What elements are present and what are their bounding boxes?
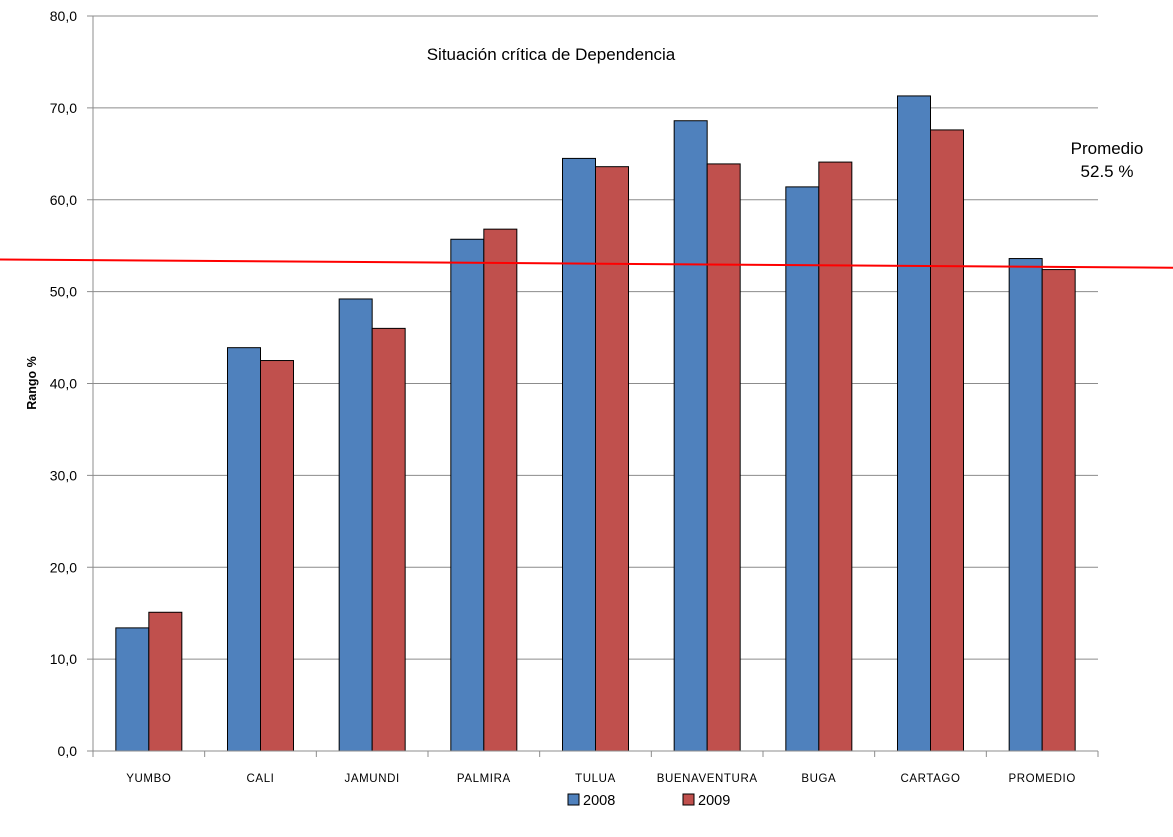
- bar-2009-cartago: [930, 129, 964, 752]
- legend-swatch-2008: [567, 793, 580, 806]
- bar-2009-cali: [260, 360, 294, 752]
- bar-2009-buenaventura: [706, 163, 741, 752]
- y-tick-label: 40,0: [50, 376, 77, 392]
- bar-2008-jamundi: [338, 298, 373, 752]
- x-category-label: CARTAGO: [900, 773, 960, 785]
- bar-2008-buenaventura: [673, 120, 708, 752]
- legend-label-2009: 2009: [698, 793, 730, 809]
- bar-2008-cartago: [897, 95, 931, 752]
- bar-2009-promedio: [1041, 269, 1076, 752]
- bar-2009-jamundi: [371, 327, 406, 752]
- x-category-label: CALI: [247, 773, 275, 785]
- y-tick-label: 80,0: [50, 8, 77, 24]
- bars: [115, 95, 1076, 752]
- axes: [92, 16, 1099, 757]
- legend-label-2008: 2008: [583, 793, 615, 809]
- bar-2008-buga: [785, 186, 820, 752]
- x-category-label: JAMUNDI: [345, 773, 400, 785]
- average-label-line2: 52.5 %: [1081, 162, 1134, 181]
- bar-2009-buga: [818, 161, 853, 752]
- y-tick-label: 20,0: [50, 559, 77, 575]
- bar-2008-yumbo: [115, 627, 150, 752]
- x-category-label: BUENAVENTURA: [657, 773, 758, 785]
- y-tick-label: 0,0: [58, 743, 78, 759]
- x-category-label: PALMIRA: [457, 773, 511, 785]
- y-tick-label: 70,0: [50, 100, 77, 116]
- bar-2009-tulua: [595, 166, 629, 752]
- y-axis-label: Rango %: [25, 356, 39, 409]
- bar-2008-promedio: [1008, 258, 1043, 752]
- x-axis-categories: YUMBO CALI JAMUNDI PALMIRA TULUA BUENAVENTURA…: [126, 773, 1075, 785]
- bar-2008-palmira: [450, 238, 485, 752]
- x-category-label: TULUA: [575, 773, 616, 785]
- y-tick-label: 30,0: [50, 467, 77, 483]
- x-category-label: YUMBO: [126, 773, 171, 785]
- y-tick-label: 50,0: [50, 284, 77, 300]
- x-category-label: PROMEDIO: [1008, 773, 1075, 785]
- chart-annotation-title: Situación crítica de Dependencia: [427, 45, 676, 64]
- y-tick-label: 60,0: [50, 192, 77, 208]
- bar-2009-palmira: [483, 228, 518, 752]
- bar-2008-cali: [227, 347, 261, 752]
- legend-swatch-2009: [682, 793, 695, 806]
- bar-2008-tulua: [562, 157, 596, 752]
- x-category-label: BUGA: [801, 773, 836, 785]
- y-axis-ticks: 0,0 10,0 20,0 30,0 40,0 50,0 60,0 70,0 80,0: [50, 8, 93, 759]
- average-label-line1: Promedio: [1071, 139, 1144, 158]
- bar-2009-yumbo: [148, 611, 183, 752]
- legend: 2008 2009: [567, 793, 730, 809]
- y-tick-label: 10,0: [50, 651, 77, 667]
- average-line: [0, 258, 1173, 269]
